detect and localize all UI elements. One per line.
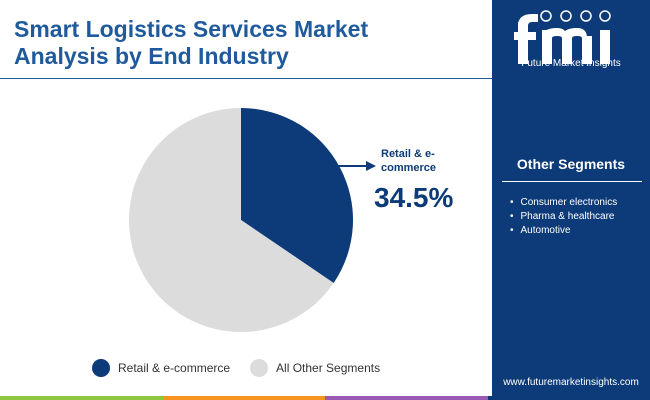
website-link[interactable]: www.futuremarketinsights.com — [503, 377, 639, 388]
logo-text: Future Market Insights — [521, 58, 621, 69]
pie-slice-all-other-segments — [129, 108, 334, 332]
chart-legend: Retail & e-commerce All Other Segments — [92, 358, 400, 378]
legend-swatch-other — [250, 359, 269, 377]
pie-chart — [129, 108, 354, 332]
legend-label-other: All Other Segments — [276, 361, 381, 375]
pie-slice-retail-ecommerce — [241, 108, 354, 283]
other-segments-heading: Other Segments — [516, 156, 626, 172]
callout-value: 34.5% — [374, 182, 454, 213]
bottom-bar-segment-4 — [487, 396, 650, 400]
title-divider — [0, 78, 492, 79]
bottom-bar-segment-1 — [0, 396, 163, 400]
segment-item-automotive: Automotive — [510, 224, 617, 238]
bottom-bar-segment-3 — [325, 396, 488, 400]
other-segments-list: Consumer electronics Pharma & healthcare… — [510, 196, 618, 238]
legend-label-retail: Retail & e-commerce — [118, 361, 231, 375]
callout-label: Retail & e-commerce — [381, 148, 437, 174]
chart-title: Smart Logistics Services Market Analysis… — [14, 16, 454, 70]
callout-arrow-icon — [336, 161, 376, 171]
sidebar-panel: Future Market Insights Other Segments Co… — [492, 0, 650, 400]
legend-item-other: All Other Segments — [250, 359, 380, 377]
legend-swatch-retail — [92, 359, 110, 377]
bottom-color-bar — [0, 396, 650, 400]
segment-item-pharma-healthcare: Pharma & healthcare — [510, 210, 617, 224]
segment-item-consumer-electronics: Consumer electronics — [510, 196, 618, 210]
other-segments-divider — [502, 181, 642, 182]
bottom-bar-segment-2 — [162, 396, 325, 400]
title-line-2: Analysis by End Industry — [14, 43, 289, 69]
legend-item-retail: Retail & e-commerce — [92, 359, 230, 377]
title-line-1: Smart Logistics Services Market — [14, 16, 369, 42]
fmi-logo-icon — [514, 10, 611, 64]
